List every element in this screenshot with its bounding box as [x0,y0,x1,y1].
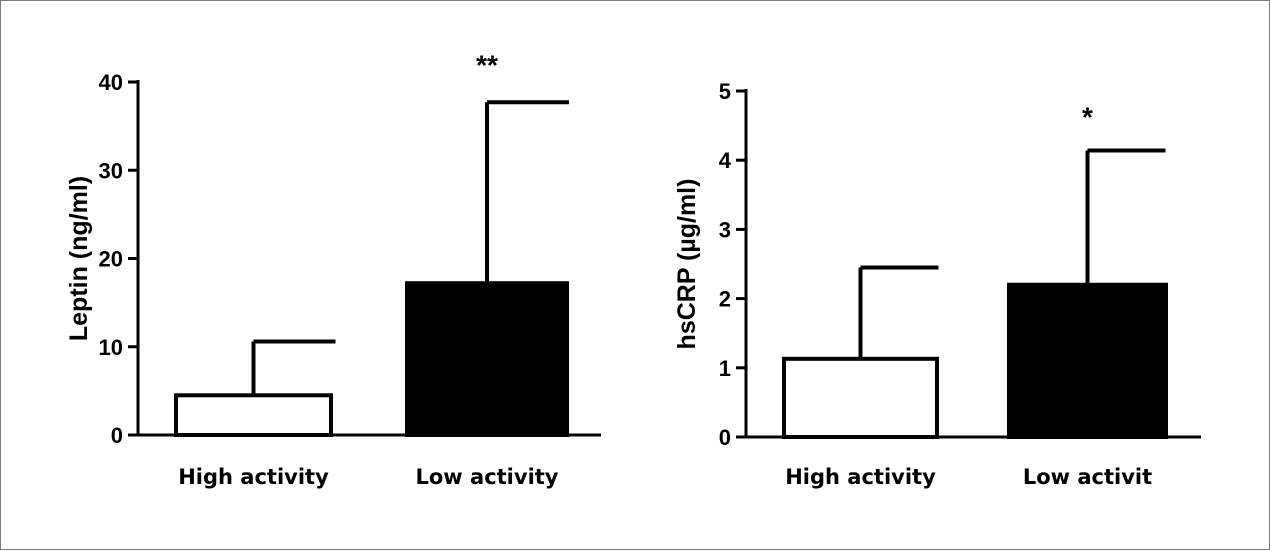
y-axis-title: hsCRP (µg/ml) [673,179,701,350]
y-tick-label: 20 [99,247,123,272]
bar [405,281,569,437]
x-tick-label: Low activit [1023,465,1152,489]
bar [782,356,939,439]
y-tick-label: 40 [99,70,123,95]
y-tick-label: 0 [719,425,731,450]
y-axis-title: Leptin (ng/ml) [65,176,93,341]
x-tick-label: Low activity [416,465,559,489]
significance-marker: * [1082,102,1093,133]
x-tick-label: High activity [785,465,936,489]
bar [1007,282,1168,440]
bar [174,393,333,438]
y-tick-label: 4 [719,148,732,173]
y-tick-label: 3 [719,217,731,242]
significance-marker: ** [476,49,498,80]
y-tick-label: 10 [99,335,123,360]
y-tick-label: 0 [111,423,123,448]
y-tick-label: 30 [99,158,123,183]
y-tick-label: 1 [719,356,731,381]
y-tick-label: 5 [719,79,731,104]
x-tick-label: High activity [178,465,329,489]
y-tick-label: 2 [719,287,731,312]
